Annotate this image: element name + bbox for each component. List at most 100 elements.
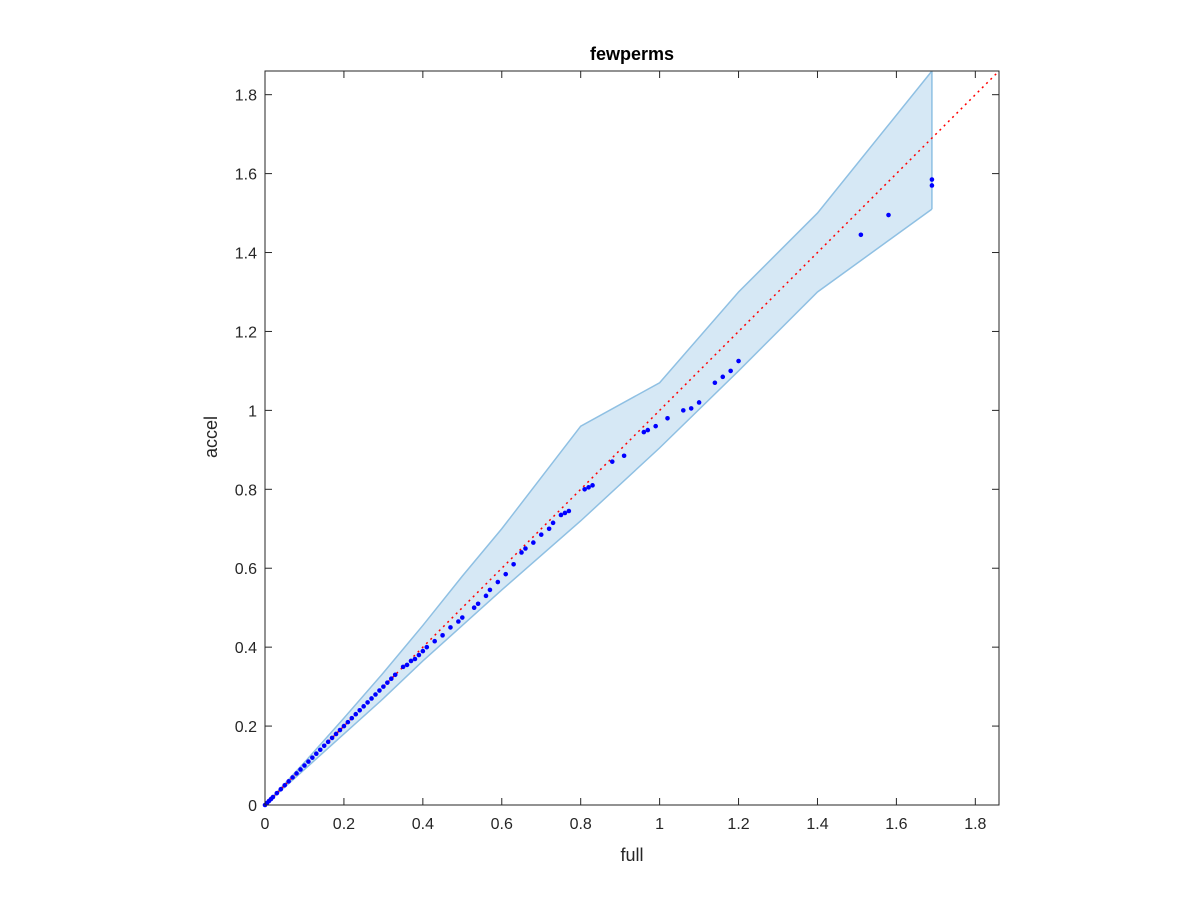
- data-point: [483, 593, 489, 599]
- data-point: [325, 739, 331, 745]
- x-tick-label: 0.4: [412, 816, 434, 833]
- data-point: [440, 633, 445, 638]
- data-point: [345, 719, 351, 725]
- chart-title: fewperms: [590, 44, 674, 64]
- x-tick-label: 0: [261, 816, 270, 833]
- data-points: [262, 177, 935, 808]
- y-tick-label: 0.4: [235, 640, 257, 657]
- data-point: [349, 715, 355, 721]
- data-point: [337, 727, 343, 733]
- data-point: [278, 786, 284, 792]
- data-point: [720, 374, 726, 380]
- data-point: [531, 540, 536, 545]
- data-point: [582, 487, 587, 492]
- data-point: [412, 656, 418, 662]
- y-tick-label: 0.8: [235, 482, 257, 499]
- data-point: [495, 579, 501, 585]
- data-point: [341, 723, 347, 729]
- data-point: [317, 747, 323, 753]
- data-point: [302, 763, 307, 768]
- data-point: [621, 453, 627, 459]
- data-point: [392, 672, 398, 678]
- data-point: [523, 546, 528, 551]
- data-point: [519, 550, 524, 555]
- confidence-band: [265, 71, 932, 805]
- reference-line: [264, 70, 1000, 806]
- data-point: [329, 735, 335, 741]
- data-point: [420, 648, 426, 654]
- data-point: [586, 485, 591, 490]
- data-point: [558, 512, 564, 518]
- data-point: [286, 779, 291, 784]
- band-lower-edge: [264, 208, 933, 806]
- data-point: [487, 587, 493, 593]
- data-point: [641, 429, 647, 435]
- data-point: [310, 755, 315, 760]
- data-point: [566, 508, 572, 514]
- y-tick-label: 1.2: [235, 324, 257, 341]
- y-tick-label: 0.6: [235, 561, 257, 578]
- y-axis-ticks: 0 0.2 0.4 0.6 0.8 1 1.2 1.4 1.6 1.8: [235, 88, 999, 815]
- x-axis-ticks: 0 0.2 0.4 0.6 0.8 1 1.2 1.4 1.6 1.8: [261, 71, 987, 833]
- data-point: [365, 700, 370, 705]
- x-axis-label: full: [620, 845, 643, 865]
- data-point: [562, 510, 568, 516]
- x-tick-label: 1.6: [885, 816, 907, 833]
- data-point: [294, 771, 299, 776]
- x-tick-label: 0.8: [570, 816, 592, 833]
- data-point: [377, 688, 382, 693]
- data-point: [681, 408, 686, 413]
- y-tick-label: 1.8: [235, 88, 257, 105]
- data-point: [653, 423, 658, 429]
- data-point: [424, 644, 430, 650]
- data-point: [274, 790, 280, 796]
- data-point: [609, 459, 615, 464]
- data-point: [400, 664, 406, 670]
- y-axis-label: accel: [201, 416, 221, 458]
- data-point: [333, 731, 339, 737]
- x-tick-label: 1.4: [806, 816, 828, 833]
- data-point: [858, 232, 864, 238]
- data-point: [550, 520, 556, 526]
- data-point: [381, 684, 386, 689]
- data-point: [361, 704, 366, 709]
- plot-area: [262, 70, 1000, 808]
- band-upper-edge: [264, 70, 933, 806]
- data-point: [306, 759, 311, 764]
- x-tick-label: 1.8: [964, 816, 986, 833]
- data-point: [712, 380, 718, 386]
- data-point: [369, 696, 374, 701]
- data-point: [357, 707, 363, 713]
- data-point: [503, 571, 509, 577]
- x-tick-label: 1.2: [727, 816, 749, 833]
- axes-box: [264, 70, 1000, 806]
- y-tick-label: 1.6: [235, 167, 257, 184]
- data-point: [290, 775, 295, 780]
- data-point: [929, 183, 935, 188]
- data-point: [475, 601, 481, 607]
- data-point: [373, 692, 378, 697]
- y-tick-label: 0.2: [235, 719, 257, 736]
- data-point: [416, 652, 422, 658]
- data-point: [728, 368, 733, 374]
- data-point: [546, 526, 552, 532]
- data-point: [460, 615, 465, 620]
- data-point: [456, 619, 461, 624]
- x-tick-label: 0.2: [333, 816, 355, 833]
- data-point: [688, 406, 694, 411]
- data-point: [404, 662, 410, 668]
- x-tick-label: 0.6: [491, 816, 513, 833]
- y-tick-label: 1: [248, 403, 257, 420]
- data-point: [471, 605, 477, 610]
- data-point: [448, 625, 453, 630]
- y-tick-label: 1.4: [235, 246, 257, 263]
- data-point: [385, 680, 390, 685]
- data-point: [314, 751, 319, 756]
- data-point: [511, 561, 516, 567]
- data-point: [696, 400, 702, 405]
- data-point: [736, 358, 741, 364]
- data-point: [321, 743, 327, 749]
- data-point: [645, 427, 651, 433]
- data-point: [538, 532, 544, 537]
